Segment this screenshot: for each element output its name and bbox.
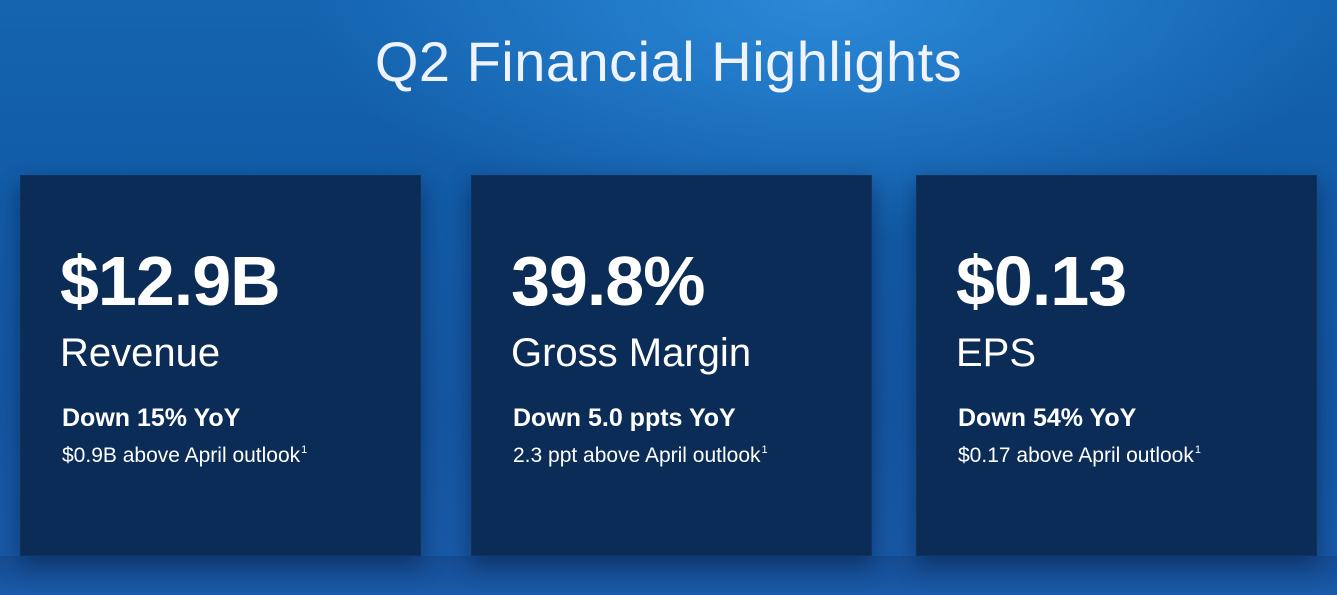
eps-card: $0.13 EPS Down 54% YoY $0.17 above April… — [916, 175, 1317, 556]
eps-note-text: $0.17 above April outlook — [958, 444, 1194, 467]
eps-value: $0.13 — [956, 242, 1127, 320]
eps-footnote-marker: 1 — [1194, 444, 1201, 456]
gross-margin-note-text: 2.3 ppt above April outlook — [513, 444, 761, 467]
revenue-change: Down 15% YoY — [62, 404, 241, 432]
eps-note: $0.17 above April outlook1 — [958, 437, 1201, 469]
eps-change: Down 54% YoY — [958, 404, 1137, 432]
revenue-value: $12.9B — [60, 242, 281, 320]
eps-label: EPS — [956, 331, 1037, 375]
revenue-note: $0.9B above April outlook1 — [62, 437, 307, 469]
gross-margin-label: Gross Margin — [511, 331, 752, 375]
revenue-footnote-marker: 1 — [301, 444, 308, 456]
gross-margin-value: 39.8% — [511, 242, 705, 320]
revenue-card: $12.9B Revenue Down 15% YoY $0.9B above … — [20, 175, 421, 556]
gross-margin-change: Down 5.0 ppts YoY — [513, 404, 736, 432]
gross-margin-note: 2.3 ppt above April outlook1 — [513, 437, 768, 469]
revenue-label: Revenue — [60, 331, 221, 375]
revenue-note-text: $0.9B above April outlook — [62, 444, 301, 467]
gross-margin-footnote-marker: 1 — [761, 444, 768, 456]
bottom-shadow — [0, 556, 1337, 595]
gross-margin-card: 39.8% Gross Margin Down 5.0 ppts YoY 2.3… — [471, 175, 872, 556]
slide-title: Q2 Financial Highlights — [374, 30, 963, 93]
